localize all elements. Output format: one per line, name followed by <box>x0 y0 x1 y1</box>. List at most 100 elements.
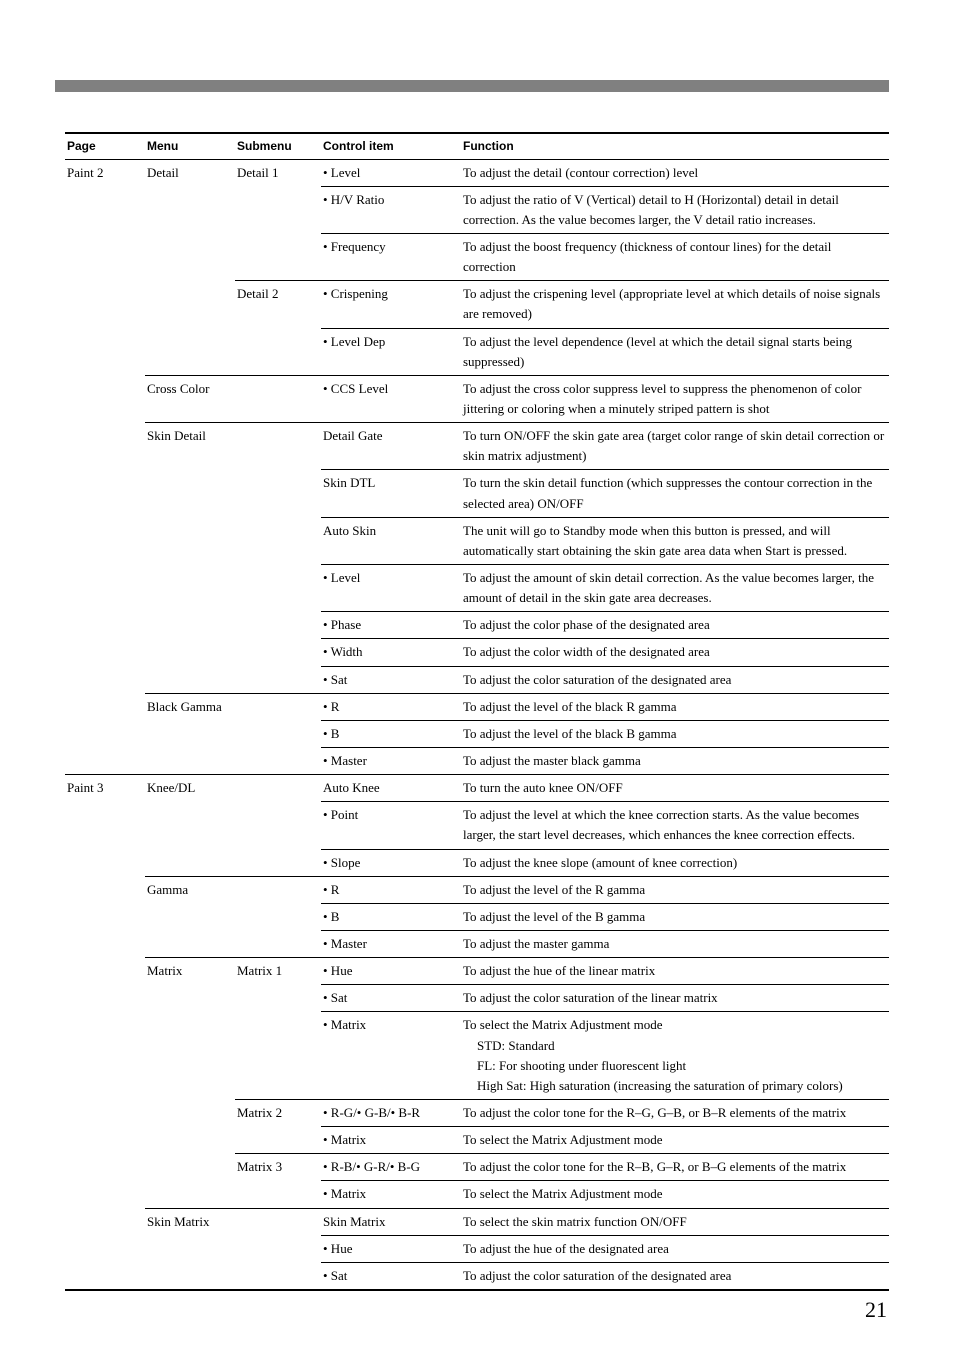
cell-control-item: Skin Matrix <box>321 1208 461 1235</box>
cell-page <box>65 903 145 930</box>
table-row: • SatTo adjust the color saturation of t… <box>65 1262 889 1290</box>
table-row: • HueTo adjust the hue of the designated… <box>65 1235 889 1262</box>
cell-submenu <box>235 1127 321 1154</box>
cell-control-item: • Point <box>321 802 461 849</box>
table-row: • MasterTo adjust the master gamma <box>65 930 889 957</box>
table-row: Skin DTLTo turn the skin detail function… <box>65 470 889 517</box>
cell-function: To adjust the level of the B gamma <box>461 903 889 930</box>
cell-page <box>65 849 145 876</box>
cell-control-item: • Level Dep <box>321 328 461 375</box>
table-body: Paint 2DetailDetail 1• LevelTo adjust th… <box>65 159 889 1290</box>
cell-menu <box>145 720 321 747</box>
cell-control-item: Auto Skin <box>321 517 461 564</box>
table-row: • BTo adjust the level of the B gamma <box>65 903 889 930</box>
table-row: • SatTo adjust the color saturation of t… <box>65 985 889 1012</box>
cell-function: To adjust the color phase of the designa… <box>461 612 889 639</box>
table-row: • MatrixTo select the Matrix Adjustment … <box>65 1012 889 1100</box>
cell-page <box>65 1154 145 1181</box>
cell-menu: Gamma <box>145 876 321 903</box>
col-header-menu: Menu <box>145 133 235 159</box>
table-row: MatrixMatrix 1• HueTo adjust the hue of … <box>65 958 889 985</box>
cell-control-item: • Master <box>321 747 461 774</box>
cell-menu <box>145 903 321 930</box>
cell-submenu <box>235 1181 321 1208</box>
table-row: Matrix 3• R-B/• G-R/• B-GTo adjust the c… <box>65 1154 889 1181</box>
cell-menu: Knee/DL <box>145 775 321 802</box>
cell-submenu: Matrix 1 <box>235 958 321 985</box>
cell-function: To adjust the ratio of V (Vertical) deta… <box>461 186 889 233</box>
cell-function: To adjust the level dependence (level at… <box>461 328 889 375</box>
table-row: Skin MatrixSkin MatrixTo select the skin… <box>65 1208 889 1235</box>
cell-control-item: • Frequency <box>321 234 461 281</box>
cell-menu <box>145 1099 235 1126</box>
cell-control-item: • Slope <box>321 849 461 876</box>
cell-function: To adjust the cross color suppress level… <box>461 375 889 422</box>
cell-function: To select the Matrix Adjustment mode <box>461 1181 889 1208</box>
cell-page <box>65 1012 145 1100</box>
cell-page <box>65 802 145 849</box>
cell-page <box>65 876 145 903</box>
page-container: Page Menu Submenu Control item Function … <box>0 0 954 1353</box>
table-row: Paint 3Knee/DLAuto KneeTo turn the auto … <box>65 775 889 802</box>
cell-function-sub: FL: For shooting under fluorescent light <box>463 1056 885 1076</box>
cell-menu <box>145 639 321 666</box>
cell-control-item: • Level <box>321 564 461 611</box>
cell-function: To turn the skin detail function (which … <box>461 470 889 517</box>
menu-table: Page Menu Submenu Control item Function … <box>65 132 889 1291</box>
table-row: Gamma• RTo adjust the level of the R gam… <box>65 876 889 903</box>
cell-function-sub: High Sat: High saturation (increasing th… <box>463 1076 885 1096</box>
table-row: Black Gamma• RTo adjust the level of the… <box>65 693 889 720</box>
cell-menu: Matrix <box>145 958 235 985</box>
cell-page <box>65 375 145 422</box>
cell-page <box>65 1262 145 1290</box>
cell-control-item: • Sat <box>321 666 461 693</box>
cell-control-item: Auto Knee <box>321 775 461 802</box>
cell-submenu: Matrix 2 <box>235 1099 321 1126</box>
col-header-submenu: Submenu <box>235 133 321 159</box>
cell-page <box>65 1235 145 1262</box>
cell-function: To adjust the master gamma <box>461 930 889 957</box>
table-row: • MasterTo adjust the master black gamma <box>65 747 889 774</box>
cell-function: To adjust the color tone for the R–B, G–… <box>461 1154 889 1181</box>
cell-control-item: • H/V Ratio <box>321 186 461 233</box>
cell-menu <box>145 612 321 639</box>
cell-function: To adjust the level of the R gamma <box>461 876 889 903</box>
cell-page <box>65 930 145 957</box>
col-header-page: Page <box>65 133 145 159</box>
cell-function: To adjust the level of the black R gamma <box>461 693 889 720</box>
table-row: • BTo adjust the level of the black B ga… <box>65 720 889 747</box>
table-row: Matrix 2• R-G/• G-B/• B-RTo adjust the c… <box>65 1099 889 1126</box>
cell-submenu <box>235 186 321 233</box>
cell-page <box>65 328 145 375</box>
cell-page <box>65 985 145 1012</box>
cell-function: To adjust the level at which the knee co… <box>461 802 889 849</box>
cell-menu <box>145 802 321 849</box>
cell-page <box>65 693 145 720</box>
cell-function: To adjust the knee slope (amount of knee… <box>461 849 889 876</box>
cell-control-item: • Matrix <box>321 1012 461 1100</box>
cell-page <box>65 281 145 328</box>
cell-control-item: • Width <box>321 639 461 666</box>
cell-menu <box>145 747 321 774</box>
table-row: Detail 2• CrispeningTo adjust the crispe… <box>65 281 889 328</box>
cell-function: To adjust the boost frequency (thickness… <box>461 234 889 281</box>
table-header-row: Page Menu Submenu Control item Function <box>65 133 889 159</box>
table-row: • SlopeTo adjust the knee slope (amount … <box>65 849 889 876</box>
cell-submenu <box>235 1012 321 1100</box>
cell-control-item: Skin DTL <box>321 470 461 517</box>
cell-control-item: • Phase <box>321 612 461 639</box>
cell-page <box>65 186 145 233</box>
table-row: • LevelTo adjust the amount of skin deta… <box>65 564 889 611</box>
cell-page: Paint 2 <box>65 159 145 186</box>
table-row: Auto SkinThe unit will go to Standby mod… <box>65 517 889 564</box>
cell-menu <box>145 1262 321 1290</box>
cell-function: To adjust the master black gamma <box>461 747 889 774</box>
cell-page <box>65 747 145 774</box>
cell-menu: Black Gamma <box>145 693 321 720</box>
table-row: Skin DetailDetail GateTo turn ON/OFF the… <box>65 423 889 470</box>
cell-function: To select the Matrix Adjustment modeSTD:… <box>461 1012 889 1100</box>
cell-menu <box>145 1235 321 1262</box>
cell-menu <box>145 1154 235 1181</box>
cell-menu <box>145 985 235 1012</box>
cell-menu <box>145 1012 235 1100</box>
